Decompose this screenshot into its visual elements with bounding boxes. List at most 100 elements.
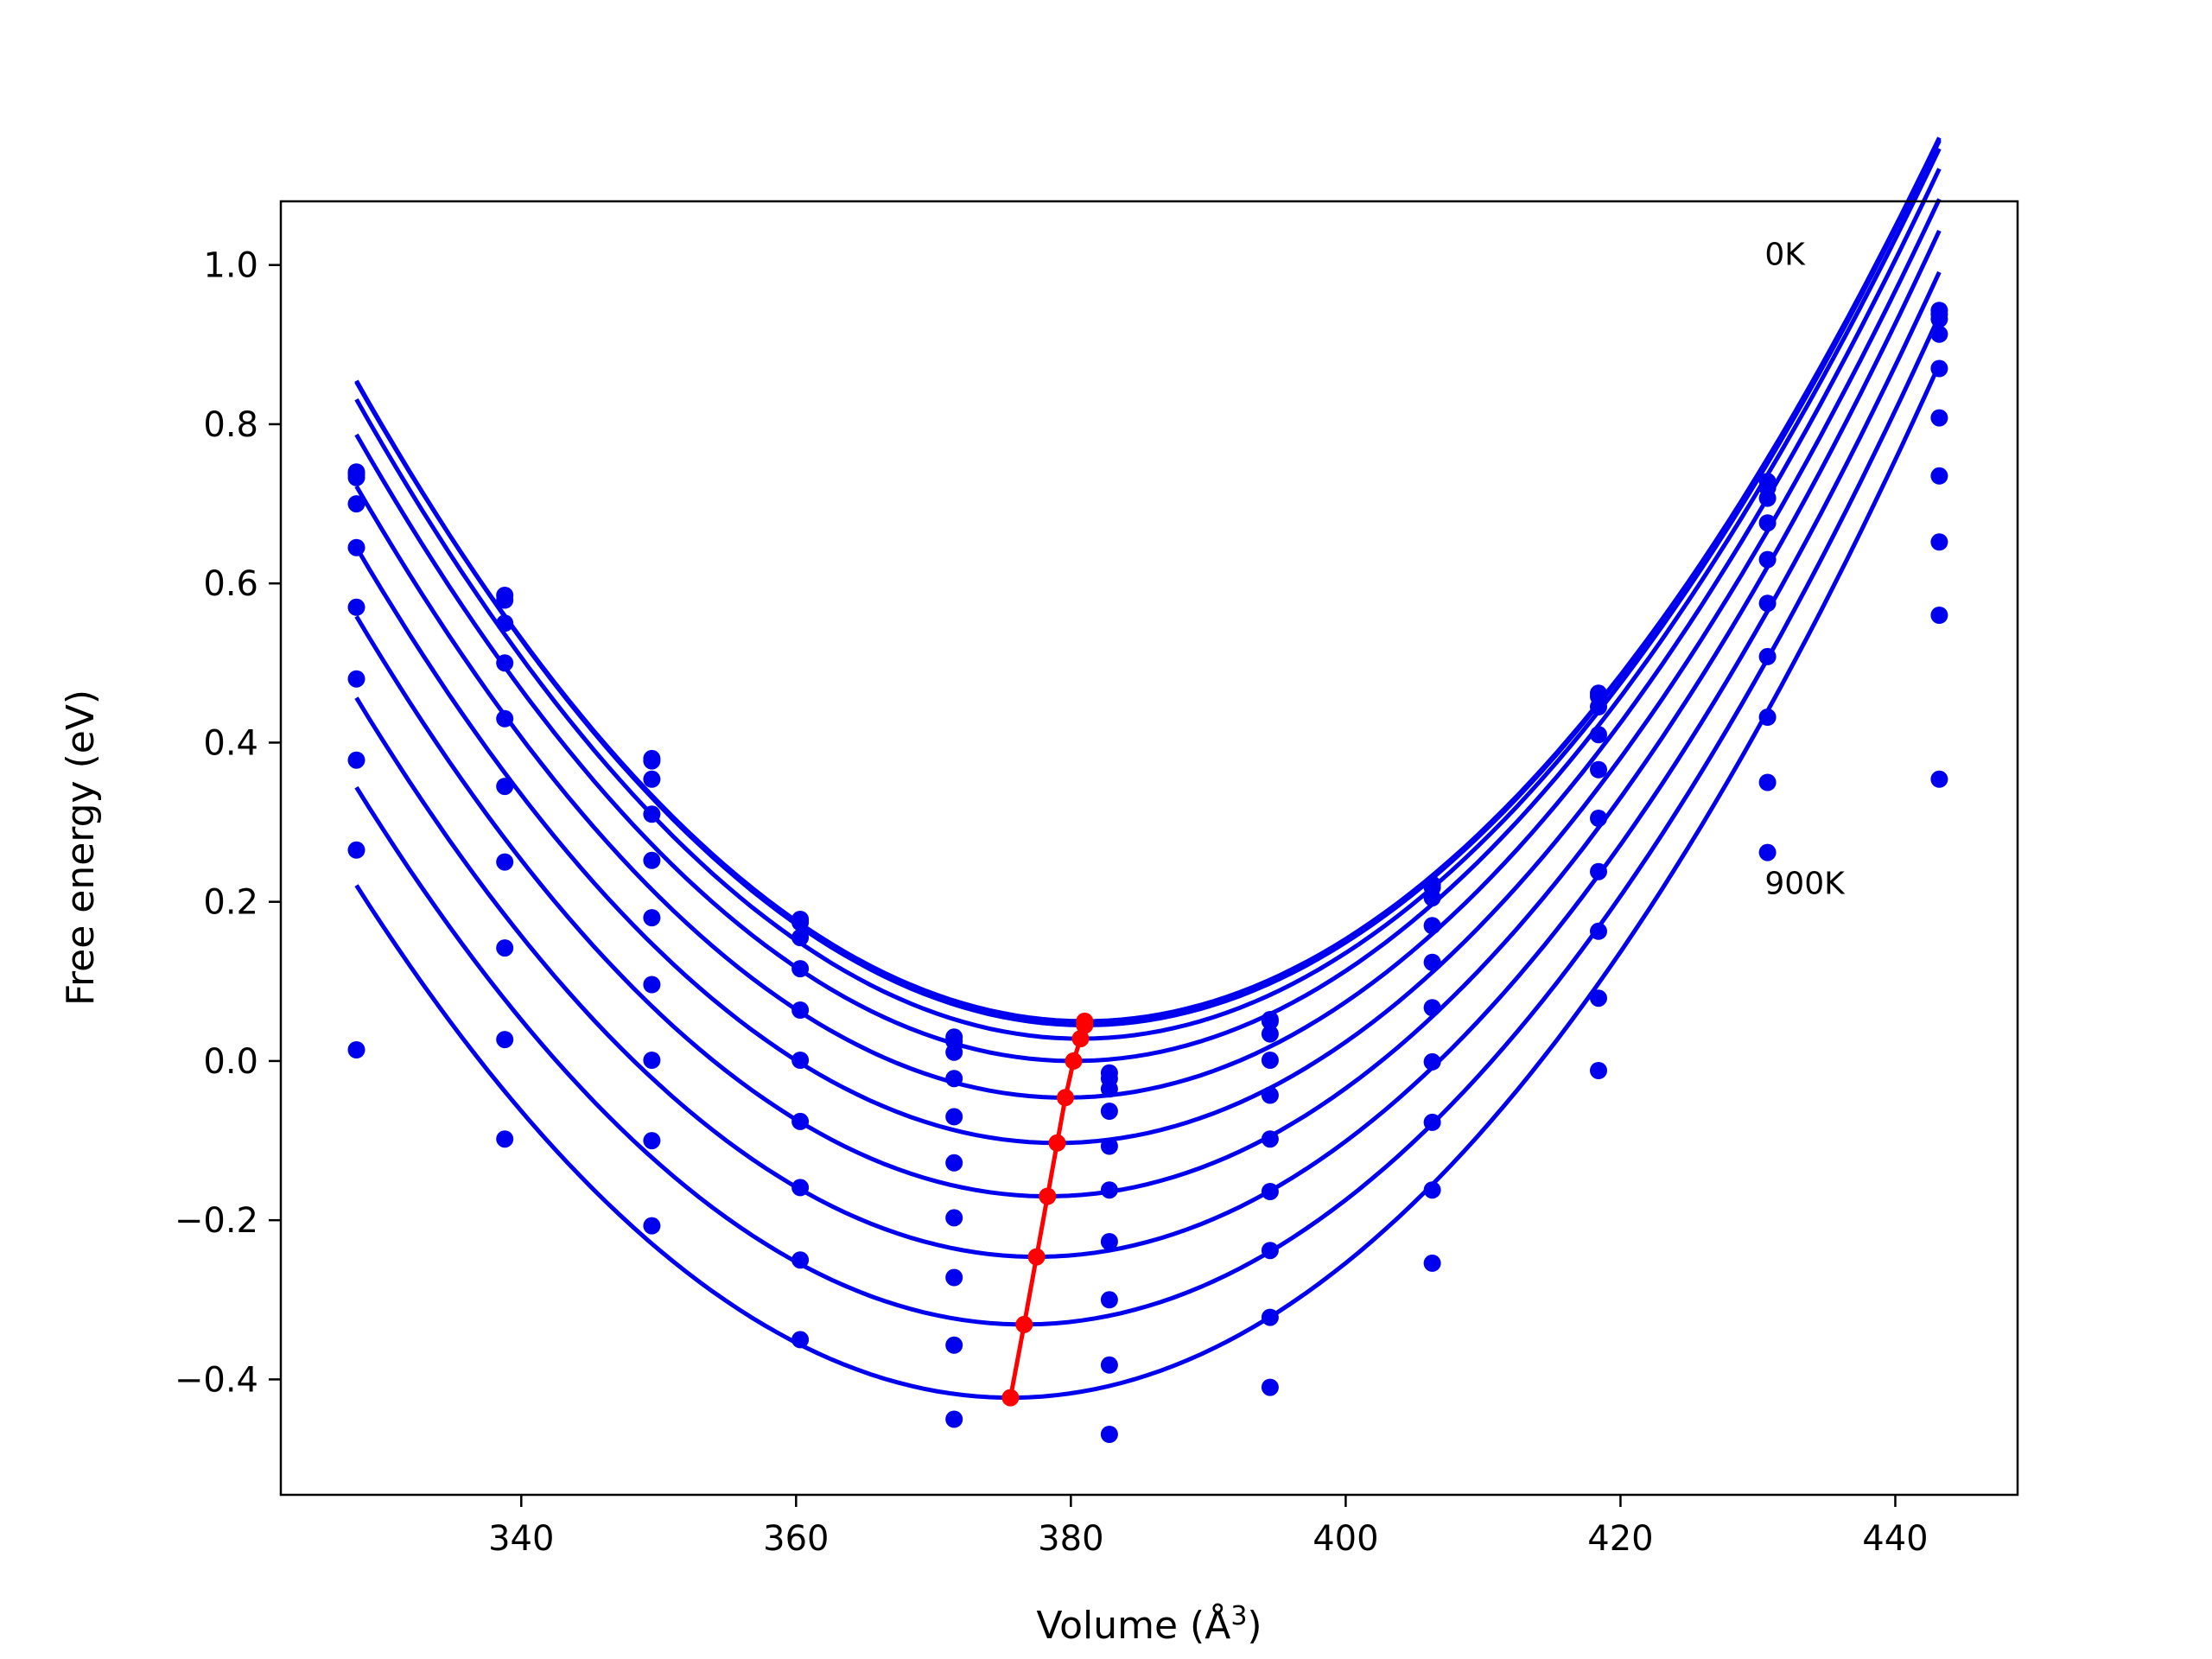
- minimum-point-9: [1001, 1389, 1020, 1407]
- data-point-4-2: [643, 851, 661, 869]
- fit-curve-5: [354, 198, 1942, 1146]
- x-axis-label-superscript: 3: [1230, 1601, 1247, 1631]
- data-point-2-8: [1590, 698, 1607, 715]
- y-tick-label-0: −0.4: [175, 1360, 258, 1400]
- data-point-6-10: [1930, 467, 1948, 485]
- fit-curves: [354, 137, 1942, 1401]
- minimum-point-8: [1015, 1315, 1033, 1333]
- annotations: 0K 900K: [1764, 238, 1846, 902]
- data-point-7-3: [791, 1179, 810, 1197]
- data-point-3-4: [945, 1070, 963, 1088]
- data-point-6-2: [643, 976, 661, 994]
- data-point-3-3: [791, 960, 810, 978]
- x-tick-label-1: 360: [763, 1519, 829, 1559]
- fit-curve-4: [354, 168, 1942, 1100]
- data-point-2-5: [1100, 1080, 1118, 1098]
- minimum-point-1: [1076, 1016, 1094, 1034]
- data-point-3-1: [496, 654, 514, 672]
- y-tick-label-3: 0.2: [203, 883, 258, 923]
- data-point-1-1: [496, 591, 514, 609]
- data-point-7-1: [496, 939, 514, 957]
- data-point-9-9: [1758, 843, 1777, 861]
- data-point-2-1: [496, 614, 514, 632]
- x-tick-label-4: 420: [1587, 1519, 1653, 1559]
- data-point-9-0: [347, 1041, 365, 1058]
- y-tick-label-2: 0.0: [203, 1042, 258, 1082]
- data-point-6-3: [791, 1112, 810, 1130]
- x-axis-label-close: ): [1247, 1604, 1262, 1648]
- data-point-6-5: [1100, 1233, 1118, 1250]
- data-point-8-8: [1590, 989, 1607, 1007]
- data-point-2-9: [1758, 489, 1777, 507]
- fit-curve-6: [354, 229, 1942, 1199]
- data-point-4-9: [1758, 550, 1777, 569]
- data-points: [347, 302, 1948, 1443]
- data-point-5-10: [1930, 409, 1948, 427]
- data-point-5-2: [643, 909, 661, 927]
- data-point-8-7: [1423, 1181, 1441, 1199]
- minimum-trace: [1001, 1012, 1094, 1407]
- data-point-9-5: [1100, 1426, 1118, 1443]
- data-point-9-8: [1590, 1062, 1607, 1079]
- data-point-2-0: [347, 468, 365, 486]
- data-point-7-9: [1758, 709, 1777, 726]
- data-point-8-2: [643, 1132, 661, 1150]
- data-point-7-10: [1930, 533, 1948, 551]
- data-point-9-4: [945, 1410, 963, 1428]
- data-point-4-5: [1100, 1137, 1118, 1155]
- data-point-3-10: [1930, 325, 1948, 343]
- fit-curve-2: [354, 138, 1942, 1041]
- fit-curve-7: [354, 270, 1942, 1259]
- data-point-9-6: [1261, 1378, 1279, 1396]
- data-point-5-5: [1100, 1181, 1118, 1199]
- data-point-8-3: [791, 1251, 810, 1269]
- y-tick-label-1: −0.2: [175, 1201, 258, 1241]
- y-tick-label-4: 0.4: [203, 723, 258, 763]
- data-point-6-8: [1590, 862, 1607, 880]
- data-point-4-4: [945, 1108, 963, 1126]
- data-point-4-0: [347, 538, 365, 556]
- data-point-4-7: [1423, 953, 1441, 971]
- data-point-5-8: [1590, 810, 1607, 827]
- data-point-4-10: [1930, 359, 1948, 378]
- data-point-3-9: [1758, 514, 1777, 532]
- data-point-5-4: [945, 1154, 963, 1172]
- fit-curve-1: [354, 137, 1942, 1028]
- data-point-6-0: [347, 670, 365, 688]
- data-point-7-4: [945, 1268, 963, 1287]
- x-tick-label-0: 340: [488, 1519, 554, 1559]
- data-point-1-2: [643, 752, 661, 770]
- data-point-4-6: [1261, 1086, 1279, 1104]
- y-tick-label-6: 0.8: [203, 405, 258, 445]
- data-point-3-7: [1423, 917, 1441, 935]
- data-point-5-1: [496, 778, 514, 796]
- fit-curve-8: [354, 315, 1942, 1327]
- data-point-5-0: [347, 598, 365, 616]
- minimum-point-6: [1039, 1187, 1057, 1205]
- data-point-7-0: [347, 751, 365, 769]
- data-point-7-8: [1590, 922, 1607, 940]
- minimum-point-5: [1048, 1134, 1066, 1152]
- data-point-8-9: [1758, 773, 1777, 791]
- data-point-4-8: [1590, 760, 1607, 779]
- data-point-7-6: [1261, 1242, 1279, 1260]
- y-tick-label-5: 0.6: [203, 564, 258, 604]
- y-axis-label: Free energy (eV): [59, 690, 103, 1006]
- data-point-9-10: [1930, 770, 1948, 788]
- data-point-9-3: [791, 1331, 810, 1349]
- data-point-9-1: [496, 1130, 514, 1148]
- data-point-6-1: [496, 853, 514, 871]
- data-point-2-10: [1930, 310, 1948, 328]
- annotation-0: 0K: [1764, 238, 1806, 273]
- plot-frame: [279, 200, 2019, 1497]
- data-point-7-2: [643, 1052, 661, 1069]
- data-point-5-7: [1423, 999, 1441, 1017]
- annotation-1: 900K: [1764, 866, 1846, 901]
- data-point-4-1: [496, 709, 514, 728]
- minimum-point-4: [1057, 1089, 1074, 1107]
- x-tick-label-3: 400: [1313, 1519, 1378, 1559]
- minimum-point-7: [1027, 1248, 1046, 1266]
- plot-area: [281, 201, 2018, 1495]
- data-point-6-6: [1261, 1183, 1279, 1200]
- data-point-8-10: [1930, 607, 1948, 624]
